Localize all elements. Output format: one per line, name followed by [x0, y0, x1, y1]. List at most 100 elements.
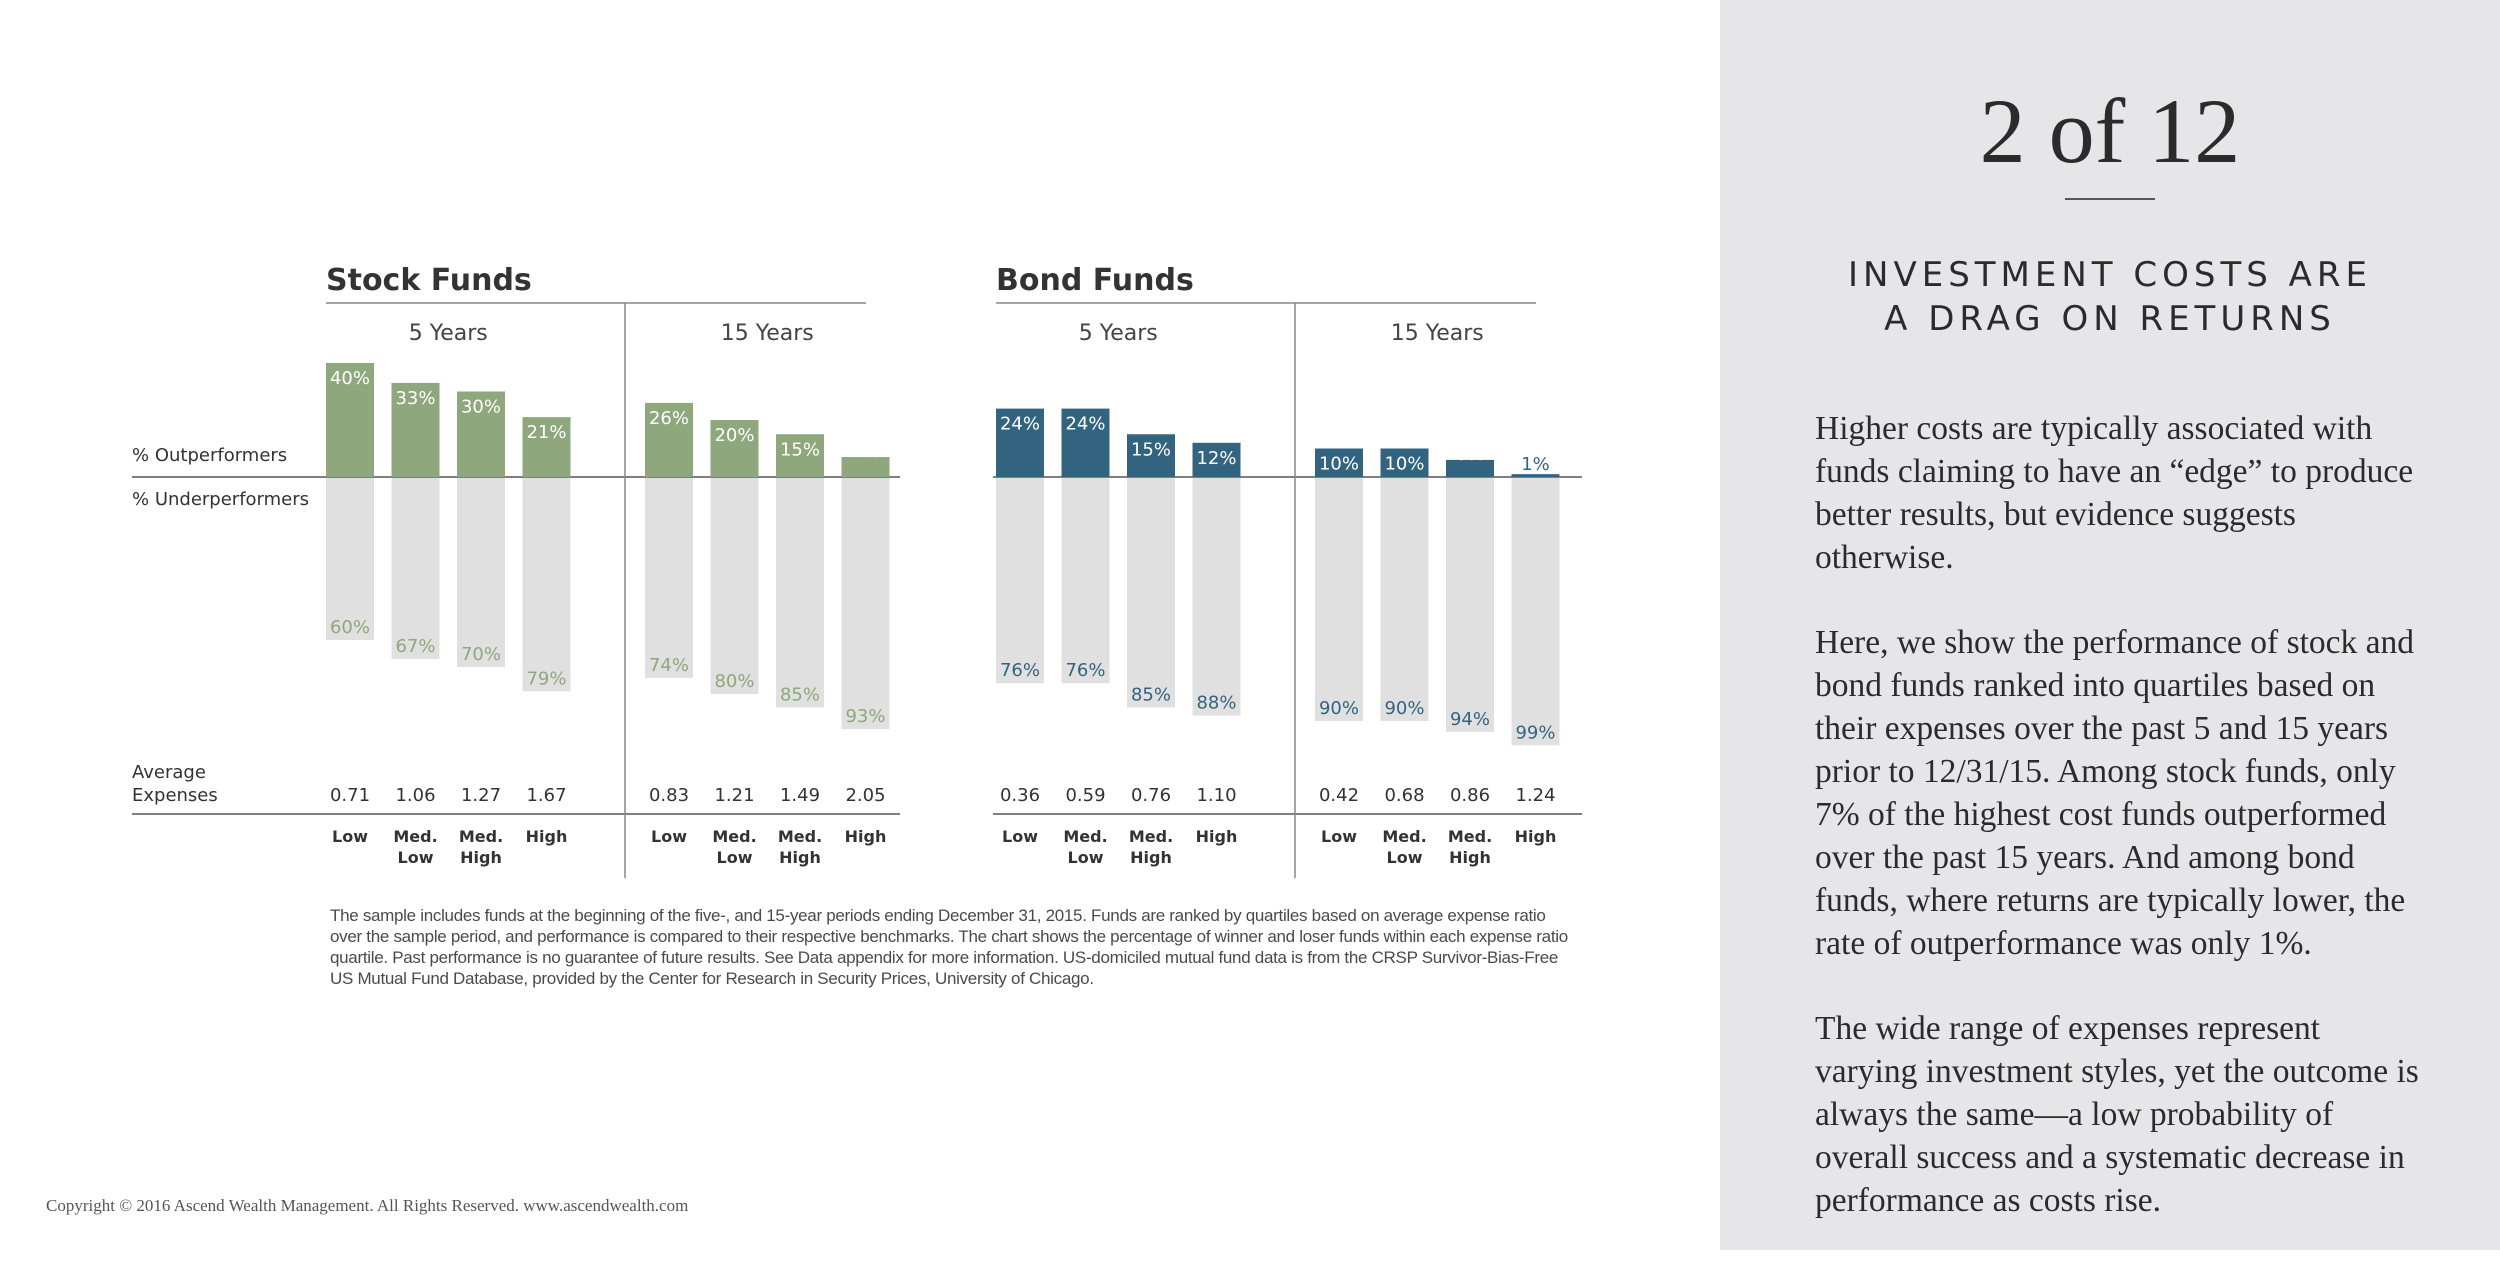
expense-value: 0.59 — [1065, 785, 1105, 806]
underperformer-bar — [1511, 478, 1560, 746]
outperformer-bar — [391, 382, 440, 477]
category-label: Med. — [1063, 827, 1107, 846]
category-label: Med. — [778, 827, 822, 846]
category-label: High — [1130, 848, 1172, 867]
underperformer-bar — [391, 478, 440, 659]
outperformer-value: 30% — [461, 397, 501, 418]
outperformer-bar — [996, 408, 1044, 477]
category-label: Med. — [459, 827, 503, 846]
underperformer-bar — [645, 478, 693, 678]
underperformer-bar — [1061, 478, 1110, 684]
underperformer-bar — [776, 478, 824, 708]
underperformer-value: 88% — [1196, 693, 1236, 714]
divider — [2065, 198, 2155, 200]
outperformer-bar — [645, 402, 693, 477]
panel-heading-line1: INVESTMENT COSTS ARE — [1848, 255, 2372, 295]
expense-value: 1.21 — [714, 785, 754, 806]
chart-svg: % Outperformers % Underperformers AverageE… — [132, 263, 1582, 878]
expense-value: 1.24 — [1515, 785, 1555, 806]
expense-value: 1.06 — [395, 785, 435, 806]
category-label: Low — [651, 827, 687, 846]
outperformer-bar — [1061, 408, 1110, 477]
outperformers-label: % Outperformers — [132, 445, 287, 466]
panel-paragraph: The wide range of expenses represent var… — [1815, 1010, 2419, 1219]
expense-value: 1.27 — [461, 785, 501, 806]
expense-value: 1.67 — [526, 785, 566, 806]
category-label: High — [1449, 848, 1491, 867]
underperformer-bar — [1380, 478, 1429, 721]
underperformer-value: 90% — [1384, 698, 1424, 719]
underperformer-value: 80% — [714, 671, 754, 692]
underperformer-value: 76% — [1065, 660, 1105, 681]
outperformer-bar — [1511, 474, 1560, 477]
copyright-text: Copyright © 2016 Ascend Wealth Managemen… — [46, 1196, 689, 1215]
outperformer-value: 1% — [1521, 454, 1550, 475]
outperformer-value: 6% — [1456, 444, 1485, 465]
outperformer-bar — [710, 420, 759, 477]
category-label: Low — [398, 848, 434, 867]
outperformer-value: 7% — [851, 441, 880, 462]
underperformer-value: 94% — [1450, 709, 1490, 730]
category-label: High — [460, 848, 502, 867]
underperformer-value: 93% — [845, 706, 885, 727]
panel-title: Stock Funds — [326, 263, 532, 298]
underperformer-value: 99% — [1515, 722, 1555, 743]
category-label: High — [1515, 827, 1557, 846]
outperformer-value: 21% — [526, 422, 566, 443]
underperformer-bar — [1127, 478, 1175, 708]
underperformer-value: 85% — [1131, 685, 1171, 706]
expense-value: 0.83 — [649, 785, 689, 806]
panel-title: Bond Funds — [996, 263, 1194, 298]
outperformer-value: 10% — [1319, 454, 1359, 475]
panel-paragraph: Higher costs are typically associated wi… — [1815, 410, 2414, 576]
outperformer-value: 40% — [330, 368, 370, 389]
underperformer-value: 70% — [461, 644, 501, 665]
expense-value: 0.42 — [1319, 785, 1359, 806]
outperformer-value: 24% — [1065, 414, 1105, 435]
underperformer-value: 74% — [649, 655, 689, 676]
outperformer-bar — [1315, 448, 1363, 477]
category-label: Low — [1321, 827, 1357, 846]
underperformers-label: % Underperformers — [132, 489, 309, 510]
underperformer-value: 76% — [1000, 660, 1040, 681]
underperformer-bar — [710, 478, 759, 694]
category-label: Med. — [1382, 827, 1426, 846]
panel-body: Higher costs are typically associated wi… — [1815, 407, 2425, 1264]
underperformer-value: 85% — [780, 685, 820, 706]
info-panel: 2 of 12 INVESTMENT COSTS ARE A DRAG ON R… — [1720, 0, 2500, 1250]
outperformer-bar — [1192, 442, 1241, 477]
outperformer-value: 24% — [1000, 414, 1040, 435]
expense-value: 2.05 — [845, 785, 885, 806]
outperformer-bar — [457, 391, 505, 477]
outperformer-value: 10% — [1384, 454, 1424, 475]
outperformer-bar — [776, 434, 824, 477]
underperformer-value: 67% — [395, 636, 435, 657]
category-label: High — [526, 827, 568, 846]
period-label: 5 Years — [409, 321, 488, 346]
category-label: Low — [1387, 848, 1423, 867]
underperformer-bar — [326, 478, 374, 640]
fund-performance-chart: % Outperformers % Underperformers Average E… — [46, 263, 1582, 1215]
period-label: 5 Years — [1079, 321, 1158, 346]
expense-value: 1.49 — [780, 785, 820, 806]
expense-value: 1.10 — [1196, 785, 1236, 806]
underperformer-bar — [1192, 478, 1241, 716]
category-label: Low — [1068, 848, 1104, 867]
underperformer-bar — [522, 478, 571, 692]
category-label: Low — [1002, 827, 1038, 846]
expenses-label-line2: Expenses — [132, 785, 218, 806]
underperformer-bar — [457, 478, 505, 667]
expense-value: 0.36 — [1000, 785, 1040, 806]
chart-footnote: The sample includes funds at the beginni… — [330, 906, 1568, 988]
category-label: Med. — [712, 827, 756, 846]
outperformer-bar — [841, 457, 890, 477]
expense-value: 0.86 — [1450, 785, 1490, 806]
expense-value: 0.76 — [1131, 785, 1171, 806]
expense-value: 0.68 — [1384, 785, 1424, 806]
category-label: Med. — [1129, 827, 1173, 846]
outperformer-bar — [326, 363, 374, 477]
panel-heading: INVESTMENT COSTS ARE A DRAG ON RETURNS — [1720, 253, 2500, 341]
category-label: Med. — [1448, 827, 1492, 846]
expenses-label-line1: Average — [132, 762, 206, 783]
expense-value: 0.71 — [330, 785, 370, 806]
